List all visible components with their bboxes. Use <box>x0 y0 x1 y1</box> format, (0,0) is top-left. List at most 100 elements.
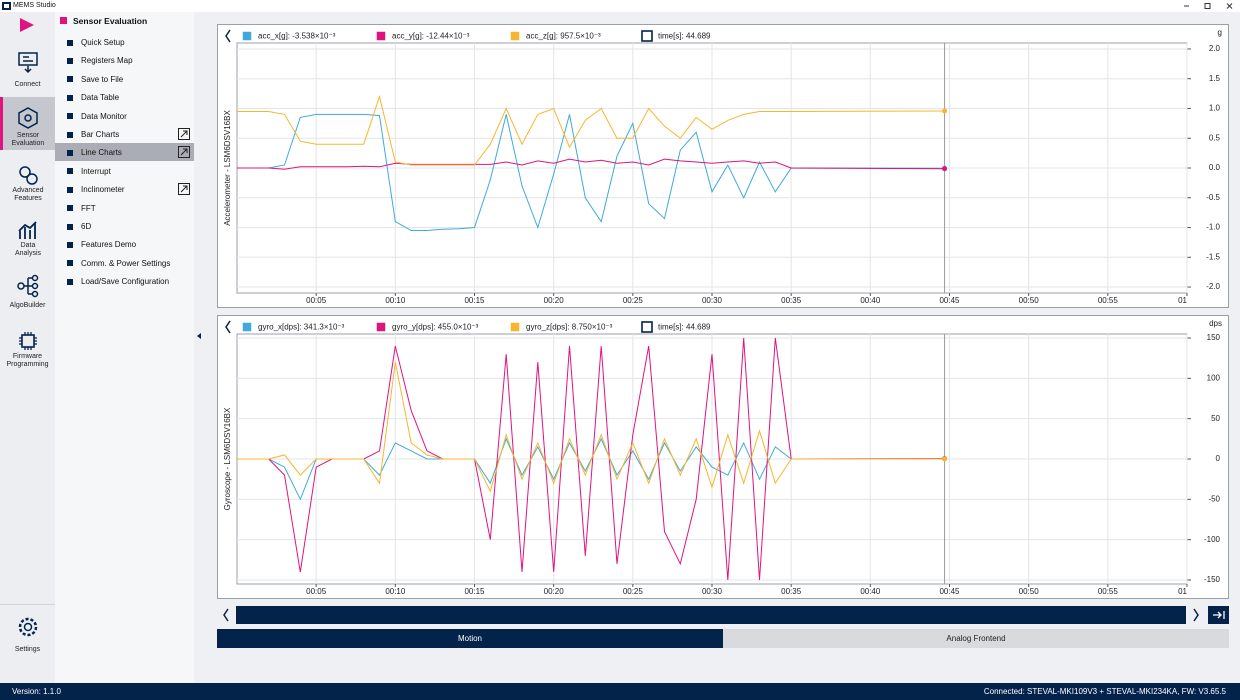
scroll-right[interactable] <box>1193 608 1199 622</box>
menu-item[interactable]: Bar Charts <box>81 130 120 139</box>
scroll-left[interactable] <box>223 608 229 622</box>
y-tick-label: -0.5 <box>1206 193 1220 202</box>
x-tick-label: 00:20 <box>544 296 565 305</box>
scroll-thumb[interactable] <box>236 606 1186 624</box>
window-controls[interactable] <box>1175 0 1240 12</box>
menu-item[interactable]: Save to File <box>81 74 124 84</box>
legend-swatch[interactable] <box>375 321 387 333</box>
menu-item[interactable]: Features Demo <box>81 240 137 250</box>
legend-swatch[interactable] <box>509 30 521 42</box>
x-tick-label: 00:55 <box>1098 296 1119 305</box>
menu-item[interactable]: Data Monitor <box>81 111 127 121</box>
x-tick-label: 00:25 <box>623 587 644 596</box>
x-tick-label: 00:40 <box>860 296 881 305</box>
menu-bullet <box>67 260 73 267</box>
y-tick-label: -50 <box>1208 494 1220 503</box>
menu-bullet <box>67 149 73 156</box>
legend-label: time[s]: 44.689 <box>658 323 711 332</box>
nav-item[interactable]: AlgoBuilder <box>9 302 46 309</box>
collapse-button[interactable] <box>195 332 203 340</box>
legend-label: gyro_z[dps]: 8.750×10⁻³ <box>526 323 613 332</box>
title-bar: MEMS Studio <box>0 0 1240 12</box>
sensor-icon <box>18 107 38 129</box>
menu-item[interactable]: FFT <box>81 203 96 213</box>
unit-label: dps <box>1209 319 1222 328</box>
external-icon[interactable] <box>178 128 190 140</box>
nav-item[interactable]: Sensor Evaluation <box>11 132 45 147</box>
data-line <box>237 158 945 170</box>
menu-item[interactable]: Inclinometer <box>81 185 125 195</box>
external-icon[interactable] <box>178 146 190 158</box>
unit-label: g <box>1218 28 1222 37</box>
menu-item[interactable]: Registers Map <box>81 56 133 66</box>
menu-item[interactable]: Load/Save Configuration <box>81 277 170 287</box>
menu-bullet <box>67 168 73 175</box>
legend-label: gyro_x[dps]: 341.3×10⁻³ <box>258 323 345 332</box>
legend-toggle[interactable] <box>225 320 231 334</box>
nav-item[interactable]: Connect <box>14 81 41 88</box>
x-tick-label: 00:30 <box>702 587 723 596</box>
y-tick-label: -1.0 <box>1206 223 1220 232</box>
data-line <box>237 94 945 166</box>
chart-panel: 2.0 1.5 1.0 0.5 0.0 -0.5 -1.0 -1.5 -2.0 00:05 00:1… <box>217 24 1229 308</box>
x-tick-label: 00:20 <box>544 587 565 596</box>
x-tick-label: 00:05 <box>306 587 327 596</box>
y-tick-label: -2.0 <box>1206 282 1220 291</box>
menu-item[interactable]: Comm. & Power Settings <box>81 258 171 268</box>
x-tick-label: 00:15 <box>464 587 485 596</box>
x-tick-label: 00:35 <box>781 296 802 305</box>
end-marker <box>942 456 948 462</box>
y-tick-label: 0 <box>1216 454 1221 463</box>
menu-bullet <box>67 131 73 138</box>
y-tick-label: 1.0 <box>1209 104 1221 113</box>
x-tick-label: 00:35 <box>781 587 802 596</box>
external-icon[interactable] <box>178 183 190 195</box>
nav-item[interactable]: Firmware Programming <box>6 353 49 368</box>
run-button[interactable] <box>18 17 36 33</box>
nav-item[interactable]: Data Analysis <box>14 242 42 257</box>
menu-title: Sensor Evaluation <box>73 16 148 26</box>
x-tick-label: 00:30 <box>702 296 723 305</box>
legend-label: acc_y[g]: -12.44×10⁻³ <box>392 32 470 41</box>
legend-swatch <box>641 321 653 333</box>
end-marker <box>942 108 948 114</box>
y-tick-label: 50 <box>1211 414 1220 423</box>
legend-swatch[interactable] <box>241 30 253 42</box>
x-tick-label: 00:45 <box>939 296 960 305</box>
menu-item[interactable]: Line Charts <box>81 148 122 158</box>
legend-toggle[interactable] <box>225 29 231 43</box>
nav-item[interactable]: Settings <box>14 646 41 653</box>
tab-active[interactable]: Motion <box>217 629 723 648</box>
nav-rail: Connect Sensor Evaluation Advanced Featu… <box>0 12 55 683</box>
x-tick-label: 00:25 <box>623 296 644 305</box>
menu-item[interactable]: Interrupt <box>81 166 111 176</box>
legend-swatch[interactable] <box>241 321 253 333</box>
x-tick-label: 01 <box>1178 296 1187 305</box>
x-tick-label: 00:40 <box>860 587 881 596</box>
nav-item[interactable]: Advanced Features <box>12 187 44 202</box>
y-tick-label: -150 <box>1204 575 1221 584</box>
y-tick-label: 150 <box>1207 333 1221 342</box>
nav-selected <box>0 97 55 150</box>
legend-swatch[interactable] <box>509 321 521 333</box>
y-axis-label: Accelerometer - LSM6DSV16BX <box>223 110 232 226</box>
y-axis-label: Gyroscope - LSM6DSV16BX <box>223 407 232 510</box>
menu-item[interactable]: 6D <box>81 222 92 231</box>
firmware-icon <box>19 332 37 350</box>
y-tick-label: -100 <box>1204 535 1221 544</box>
settings-icon <box>18 617 38 637</box>
y-tick-label: 2.0 <box>1209 44 1221 53</box>
menu-item[interactable]: Quick Setup <box>81 38 125 47</box>
chart-panel: 150 100 50 0 -50 -100 -150 00:05 00:10 00:15 00:20… <box>217 315 1229 599</box>
menu-item[interactable]: Data Table <box>81 93 120 103</box>
end-marker <box>942 166 948 172</box>
data-analysis-icon <box>18 221 37 239</box>
app-icon <box>2 2 11 10</box>
advanced-icon <box>19 166 38 185</box>
legend-label: time[s]: 44.689 <box>658 32 711 41</box>
connection-status: Connected: STEVAL-MKI109V3 + STEVAL-MKI2… <box>983 687 1226 696</box>
tab[interactable]: Analog Frontend <box>723 629 1229 648</box>
scroll-end-icon <box>1213 611 1225 619</box>
legend-swatch[interactable] <box>375 30 387 42</box>
